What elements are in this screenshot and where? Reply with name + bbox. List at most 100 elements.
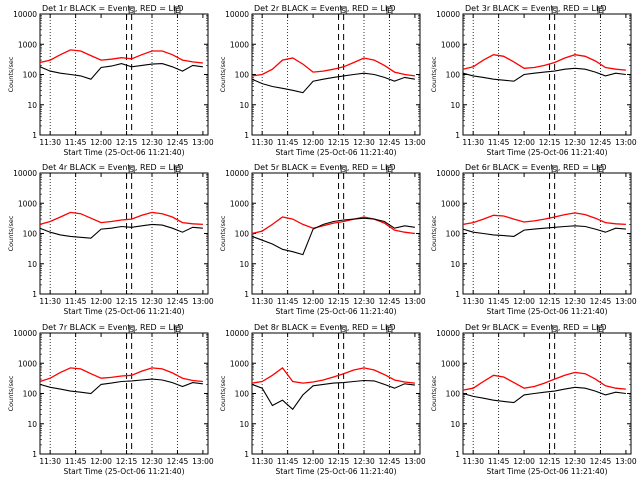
x-tick-label: 12:45	[379, 457, 401, 466]
top-marker-label: E	[598, 166, 602, 174]
top-marker-box	[597, 6, 604, 15]
series-events-line	[251, 217, 415, 256]
y-tick-label: 100	[446, 71, 461, 80]
x-tick-label: 12:00	[90, 138, 112, 147]
top-marker-label: E	[598, 326, 602, 334]
top-marker-label: E	[387, 166, 391, 174]
y-tick-label: 1000	[18, 199, 37, 208]
x-tick-label: 11:45	[488, 138, 510, 147]
top-marker-label: E	[387, 7, 391, 15]
x-tick-label: 12:45	[379, 297, 401, 306]
top-marker-label: E	[598, 7, 602, 15]
plot-frame	[462, 332, 632, 455]
top-marker-box	[551, 325, 558, 334]
x-tick-label: 11:45	[488, 297, 510, 306]
y-axis-label: Counts/sec	[7, 375, 15, 411]
y-tick-label: 10	[239, 260, 249, 269]
x-tick-label: 12:45	[167, 457, 189, 466]
top-marker-box	[174, 325, 181, 334]
y-tick-label: 1000	[441, 199, 460, 208]
top-marker-box	[551, 165, 558, 174]
x-tick-label: 12:30	[353, 297, 375, 306]
top-marker-box	[597, 325, 604, 334]
y-tick-label: 100	[446, 230, 461, 239]
y-tick-label: 1000	[230, 199, 249, 208]
x-tick-label: 12:15	[116, 297, 138, 306]
x-tick-label: 11:30	[462, 457, 484, 466]
panel-title: Det 4r BLACK = Events, RED = LLD	[42, 163, 184, 172]
y-tick-label: 1	[455, 131, 460, 140]
series-lld-line	[251, 57, 415, 77]
series-events-line	[462, 67, 626, 82]
y-tick-label: 10000	[13, 169, 37, 178]
top-marker-box	[386, 325, 393, 334]
panel-det-7r: 1 10 100 1000 10000 11:30 11:45 12:00 12:15 12:30…	[7, 323, 214, 476]
series-events-line	[39, 63, 203, 80]
y-tick-label: 1	[244, 450, 249, 459]
x-tick-label: 11:30	[251, 457, 273, 466]
series-events-line	[39, 223, 203, 239]
y-tick-label: 10	[450, 420, 460, 429]
y-tick-label: 1	[32, 290, 37, 299]
top-marker-box	[597, 165, 604, 174]
x-tick-label: 11:45	[277, 457, 299, 466]
top-marker-box	[128, 325, 135, 334]
y-tick-label: 1	[32, 131, 37, 140]
y-axis-label: Counts/sec	[7, 215, 15, 251]
y-tick-label: 100	[446, 390, 461, 399]
top-marker-box	[551, 6, 558, 15]
y-tick-label: 1	[244, 131, 249, 140]
x-tick-label: 12:45	[590, 138, 612, 147]
top-marker-box	[128, 6, 135, 15]
y-tick-label: 100	[23, 390, 38, 399]
x-tick-label: 12:15	[116, 138, 138, 147]
top-marker-label: S	[341, 7, 346, 15]
x-axis-label: Start Time (25-Oct-06 11:21:40)	[63, 467, 184, 476]
x-axis-label: Start Time (25-Oct-06 11:21:40)	[275, 148, 396, 157]
top-marker-label: E	[175, 7, 179, 15]
plot-frame	[462, 172, 632, 295]
x-tick-label: 12:30	[353, 138, 375, 147]
x-tick-label: 12:00	[302, 138, 324, 147]
top-marker-label: E	[387, 326, 391, 334]
panel-det-2r: 1 10 100 1000 10000 11:30 11:45 12:00 12:15 12:30…	[219, 4, 426, 157]
top-marker-label: S	[129, 326, 134, 334]
y-tick-label: 1	[455, 450, 460, 459]
y-axis-label: Counts/sec	[7, 56, 15, 92]
panel-det-5r: 1 10 100 1000 10000 11:30 11:45 12:00 12:15 12:30…	[219, 163, 426, 316]
y-tick-label: 10	[450, 260, 460, 269]
x-tick-label: 12:15	[116, 457, 138, 466]
y-tick-label: 10000	[13, 329, 37, 338]
x-axis-label: Start Time (25-Oct-06 11:21:40)	[486, 467, 607, 476]
x-tick-label: 13:00	[192, 457, 214, 466]
x-axis-label: Start Time (25-Oct-06 11:21:40)	[275, 307, 396, 316]
y-tick-label: 1	[32, 450, 37, 459]
series-events-line	[39, 378, 203, 395]
x-tick-label: 12:15	[539, 297, 561, 306]
x-tick-label: 11:45	[277, 138, 299, 147]
panel-det-9r: 1 10 100 1000 10000 11:30 11:45 12:00 12:15 12:30…	[430, 323, 637, 476]
x-tick-label: 11:30	[39, 457, 61, 466]
plot-frame	[39, 172, 209, 295]
top-marker-label: E	[175, 166, 179, 174]
top-marker-box	[174, 165, 181, 174]
x-tick-label: 11:30	[462, 138, 484, 147]
top-marker-box	[386, 165, 393, 174]
top-marker-label: S	[341, 166, 346, 174]
x-tick-label: 11:30	[39, 297, 61, 306]
series-lld-line	[39, 49, 203, 64]
plot-frame	[251, 332, 421, 455]
top-marker-label: S	[552, 7, 557, 15]
x-tick-label: 12:00	[302, 297, 324, 306]
y-tick-label: 10000	[225, 10, 249, 19]
x-tick-label: 12:45	[590, 457, 612, 466]
series-lld-line	[462, 54, 626, 71]
panel-title: Det 5r BLACK = Events, RED = LLD	[254, 163, 396, 172]
y-tick-label: 1000	[18, 359, 37, 368]
series-lld-line	[251, 366, 415, 384]
x-tick-label: 12:15	[328, 138, 350, 147]
x-tick-label: 13:00	[192, 297, 214, 306]
top-marker-label: E	[175, 326, 179, 334]
x-tick-label: 12:00	[513, 138, 535, 147]
